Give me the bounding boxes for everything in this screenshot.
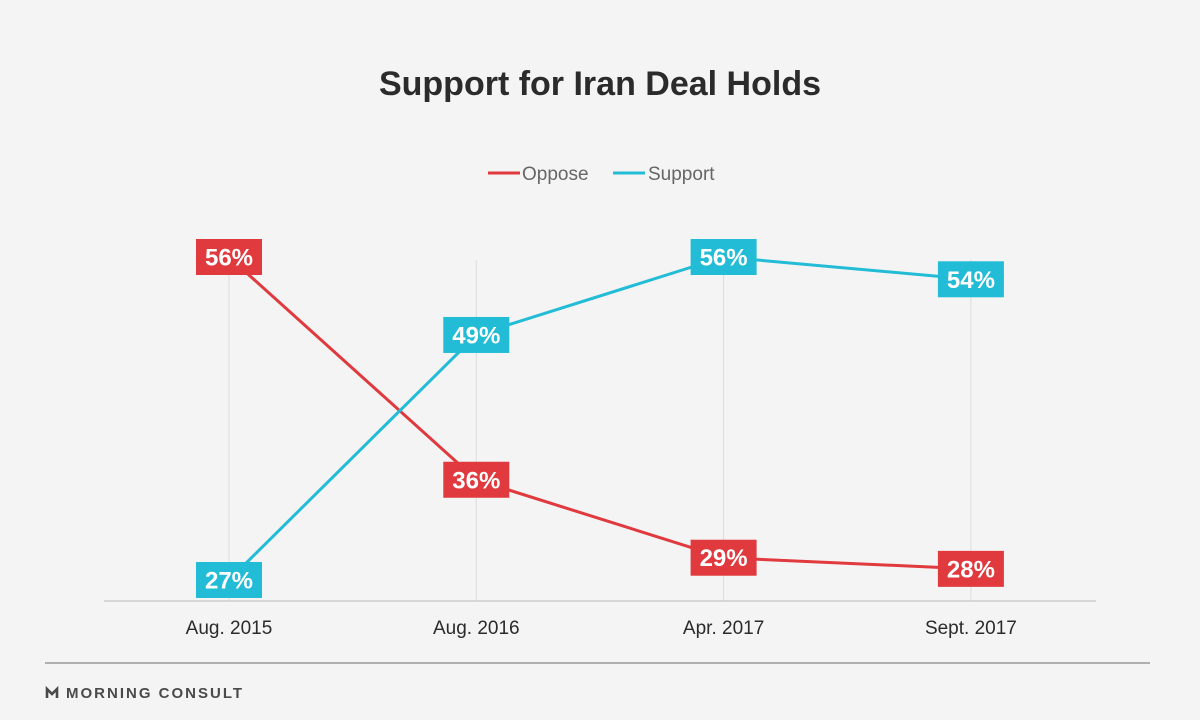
x-tick-label: Aug. 2016 [433,618,520,639]
legend: Oppose Support [488,164,715,185]
data-label-oppose: 36% [443,461,510,498]
data-label-support: 49% [443,316,510,353]
data-label-support: 56% [690,239,757,275]
chart-title: Support for Iran Deal Holds [379,65,821,103]
svg-text:29%: 29% [700,545,748,572]
data-label-oppose: 29% [690,539,757,576]
x-tick-label: Apr. 2017 [683,618,764,639]
svg-text:49%: 49% [452,322,500,349]
svg-text:54%: 54% [947,267,995,294]
svg-text:56%: 56% [205,245,253,272]
gridlines [228,260,972,601]
legend-label-oppose: Oppose [522,164,589,185]
series-lines [227,255,973,582]
data-labels: 56% 36% 29% 28% 27% 49% 56% 54% [196,239,1004,598]
series-line-support [227,255,973,582]
svg-text:36%: 36% [452,467,500,494]
brand-name: MORNING CONSULT [66,685,244,702]
x-axis-tick-labels: Aug. 2015 Aug. 2016 Apr. 2017 Sept. 2017 [186,618,1017,639]
morning-consult-logo-icon [45,685,59,698]
svg-text:27%: 27% [205,568,253,595]
data-label-oppose: 28% [937,550,1004,587]
x-tick-label: Aug. 2015 [186,618,273,639]
data-label-oppose: 56% [196,239,262,275]
legend-label-support: Support [648,164,715,185]
data-label-support: 54% [937,261,1004,298]
svg-text:28%: 28% [947,556,995,583]
series-line-oppose [227,255,973,571]
data-label-support: 27% [196,562,262,598]
x-tick-label: Sept. 2017 [925,618,1017,639]
svg-text:56%: 56% [700,245,748,272]
